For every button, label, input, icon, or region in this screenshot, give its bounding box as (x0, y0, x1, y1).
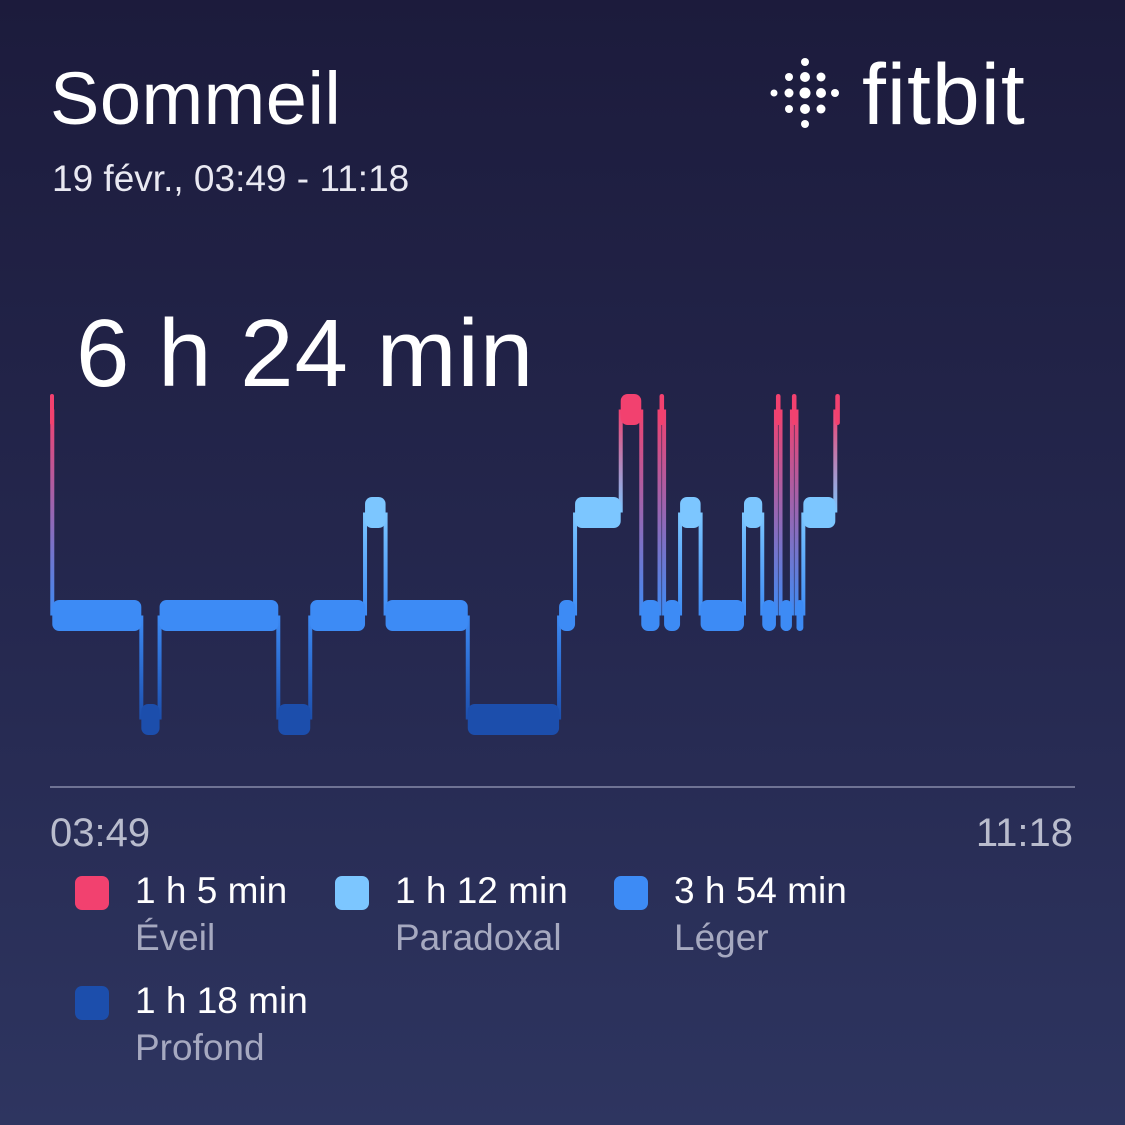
stage-bar-deep (141, 704, 160, 735)
stage-bar-light (641, 600, 660, 631)
total-sleep-duration: 6 h 24 min (76, 300, 535, 407)
stage-transition (139, 615, 144, 720)
stage-bar-light (310, 600, 366, 631)
stage-transition (662, 409, 667, 616)
stage-transition (50, 409, 55, 616)
stage-bar-rem (743, 497, 763, 528)
legend-label-deep: Profond (135, 1027, 265, 1068)
stage-transition (157, 615, 162, 720)
stage-bar-rem (680, 497, 701, 528)
legend-label-light: Léger (674, 917, 769, 958)
stage-bar-light (159, 600, 279, 631)
stage-bar-awake (659, 394, 665, 425)
stage-bar-light (52, 600, 142, 631)
stage-transition (789, 409, 794, 616)
stage-transition (308, 615, 313, 720)
stage-bar-deep (467, 704, 560, 735)
stage-transition (276, 615, 281, 720)
stage-transition (773, 409, 778, 616)
legend-label-awake: Éveil (135, 917, 216, 958)
stage-transition (657, 409, 662, 616)
stage-bar-light (664, 600, 681, 631)
stage-bar-rem (803, 497, 836, 528)
stage-transition (741, 512, 746, 616)
stage-bar-light (780, 600, 792, 631)
brand-logo: fitbit (768, 52, 1068, 142)
stage-bar-light (385, 600, 468, 631)
legend-value-light: 3 h 54 min (674, 870, 847, 911)
x-axis-line (50, 786, 1075, 788)
stage-bar-light (796, 600, 804, 631)
date-time-range: 19 févr., 03:49 - 11:18 (52, 158, 410, 199)
stage-transition (618, 409, 623, 513)
stage-bar-awake (620, 394, 642, 425)
stage-bar-rem (575, 497, 621, 528)
legend-swatch-awake (75, 876, 109, 910)
legend-swatch-deep (75, 986, 109, 1020)
brand-wordmark: fitbit (862, 47, 1026, 143)
stage-transition (778, 409, 783, 616)
page-title: Sommeil (50, 57, 342, 140)
stage-bar-awake (835, 394, 840, 425)
stage-transition (760, 512, 765, 616)
stage-transition (557, 615, 562, 720)
stage-bar-awake (50, 394, 54, 425)
stage-bar-light (762, 600, 776, 631)
x-axis-start-label: 03:49 (50, 811, 151, 855)
sleep-stage-chart (50, 394, 840, 735)
stage-transition (465, 615, 470, 720)
legend-label-rem: Paradoxal (395, 917, 562, 958)
stage-transition (698, 512, 703, 616)
stage-transition (639, 409, 644, 616)
stage-bar-light (559, 600, 576, 631)
legend-value-awake: 1 h 5 min (135, 870, 288, 911)
stage-transition (678, 512, 683, 616)
legend-value-rem: 1 h 12 min (395, 870, 568, 911)
legend-swatch-light (614, 876, 648, 910)
stage-transition (363, 512, 368, 616)
legend-swatch-rem (335, 876, 369, 910)
stage-transition (801, 512, 806, 616)
stage-bar-deep (278, 704, 311, 735)
stage-transition (794, 409, 799, 616)
stage-transition (833, 409, 838, 513)
fitbit-dots-icon (770, 58, 839, 128)
legend-value-deep: 1 h 18 min (135, 980, 308, 1021)
stage-bar-awake (775, 394, 781, 425)
stage-transition (573, 512, 578, 616)
stage-transition (383, 512, 388, 616)
stage-bar-rem (365, 497, 386, 528)
stage-bar-awake (791, 394, 797, 425)
x-axis-end-label: 11:18 (975, 811, 1073, 855)
stage-bar-light (700, 600, 744, 631)
